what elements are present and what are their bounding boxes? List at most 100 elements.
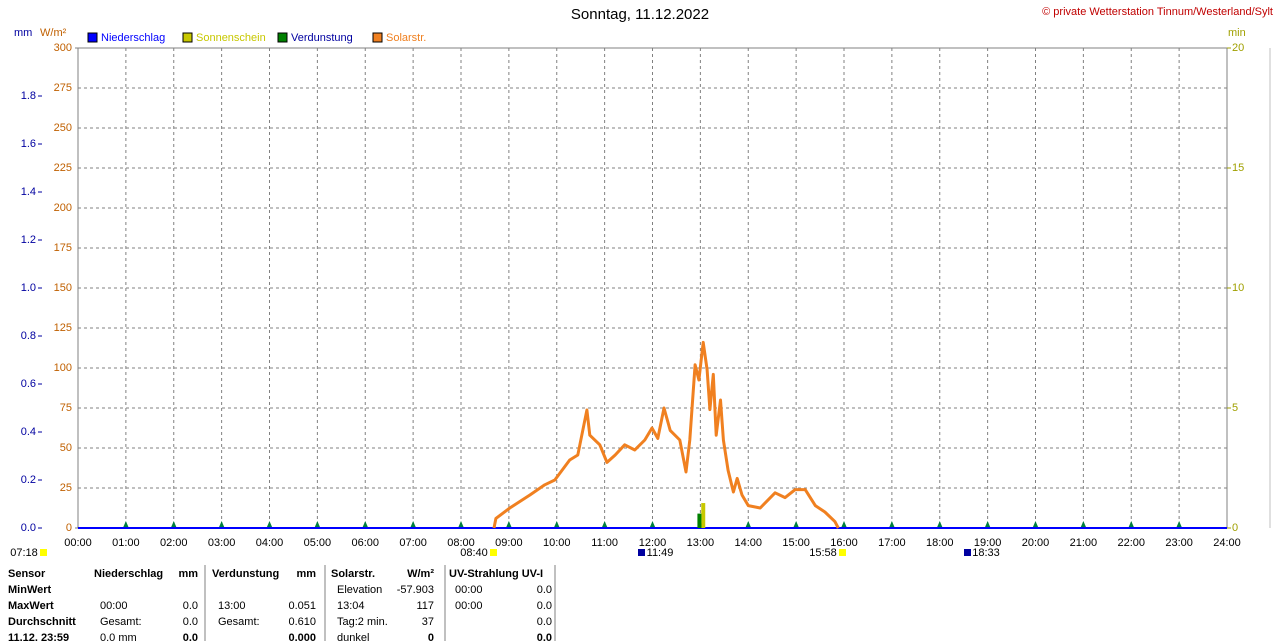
x-tick-label: 22:00 (1117, 537, 1145, 549)
hour-marker (888, 521, 895, 528)
table-cell: dunkel (337, 632, 369, 641)
legend-label: Niederschlag (101, 32, 165, 44)
x-tick-label: 18:00 (926, 537, 954, 549)
y-tick-label: 200 (54, 202, 72, 214)
y-tick-label: 150 (54, 282, 72, 294)
y-tick-label: 225 (54, 162, 72, 174)
hour-marker (170, 521, 177, 528)
event-icon (964, 549, 971, 556)
x-tick-label: 12:00 (639, 537, 667, 549)
x-tick-label: 21:00 (1070, 537, 1098, 549)
table-cell: 00:00 (455, 600, 483, 612)
y2-tick-label: 10 (1232, 282, 1244, 294)
hour-marker (266, 521, 273, 528)
x-tick-label: 17:00 (878, 537, 906, 549)
y-tick-label: 125 (54, 322, 72, 334)
x-tick-label: 11:00 (591, 537, 618, 549)
mm-tick-label: 0.0 (21, 522, 36, 534)
table-cell: UV-Strahlung UV-I (449, 568, 543, 580)
table-lines (204, 565, 556, 641)
event-label: 18:33 (972, 547, 1000, 559)
y-tick-label: 275 (54, 82, 72, 94)
table-cell: 13:00 (218, 600, 246, 612)
hour-marker (458, 521, 464, 528)
hour-marker (1080, 521, 1087, 528)
hour-marker (793, 521, 800, 528)
x-tick-label: 07:00 (399, 537, 427, 549)
y-tick-label: 0 (66, 522, 72, 534)
mm-unit: mm (14, 27, 32, 39)
x-tick-label: 01:00 (112, 537, 140, 549)
table-cell: 0.610 (288, 616, 316, 628)
table-cell: mm (296, 568, 316, 580)
row-label: Durchschnitt (8, 616, 76, 628)
legend-swatch (372, 32, 383, 43)
y-tick-label: 25 (60, 482, 72, 494)
mm-tick-label: 1.8 (21, 90, 36, 102)
x-tick-label: 06:00 (351, 537, 379, 549)
y2-tick-label: 20 (1232, 42, 1244, 54)
table-cell: 0.0 (183, 600, 198, 612)
legend-label: Solarstr. (386, 32, 426, 44)
event-icon (40, 549, 47, 556)
legend-swatch (182, 32, 193, 43)
table-cell: Gesamt: (100, 616, 142, 628)
x-tick-label: 05:00 (304, 537, 332, 549)
legend-label: Verdunstung (291, 32, 353, 44)
table-cell: Niederschlag (94, 568, 163, 580)
x-tick-label: 02:00 (160, 537, 188, 549)
table-cell: 0.0 (183, 616, 198, 628)
source-note: © private Wetterstation Tinnum/Westerlan… (1042, 6, 1273, 18)
x-tick-label: 23:00 (1165, 537, 1193, 549)
x-tick-label: 14:00 (734, 537, 762, 549)
event-label: 15:58 (809, 547, 837, 559)
table-cell: Gesamt: (218, 616, 260, 628)
legend-swatch (277, 32, 288, 43)
hour-marker (410, 521, 417, 528)
x-tick-label: 04:00 (256, 537, 284, 549)
x-tick-label: 16:00 (830, 537, 858, 549)
hour-marker (314, 521, 321, 528)
row-label: MaxWert (8, 600, 54, 612)
table-cell: 0.0 (537, 584, 552, 596)
table-cell: 37 (422, 616, 434, 628)
hour-marker (745, 521, 752, 528)
x-tick-label: 20:00 (1022, 537, 1050, 549)
y-tick-label: 175 (54, 242, 72, 254)
x-tick-label: 08:00 (447, 537, 475, 549)
hour-marker (649, 521, 656, 528)
table-cell: Tag:2 min. (337, 616, 388, 628)
row-label: Sensor (8, 568, 46, 580)
row-label: MinWert (8, 584, 52, 596)
hour-marker (218, 521, 225, 528)
x-tick-label: 03:00 (208, 537, 236, 549)
hour-marker (984, 521, 991, 528)
hour-marker (553, 521, 560, 528)
y-tick-label: 100 (54, 362, 72, 374)
hour-marker (601, 521, 608, 528)
mm-tick-label: 0.8 (21, 330, 36, 342)
y-tick-label: 300 (54, 42, 72, 54)
y2-tick-label: 0 (1232, 522, 1238, 534)
y2-unit: min (1228, 27, 1246, 39)
row-label: 11.12. 23:59 (8, 632, 69, 641)
hour-marker (936, 521, 943, 528)
hour-marker (1128, 521, 1135, 528)
series-bar (697, 513, 702, 528)
table-cell: W/m² (407, 568, 434, 580)
y2-tick-label: 5 (1232, 402, 1238, 414)
y-tick-label: 75 (60, 402, 72, 414)
event-icon (839, 549, 846, 556)
mm-tick-label: 0.6 (21, 378, 36, 390)
table-cell: 0.000 (288, 632, 316, 641)
hour-marker (122, 521, 129, 528)
mm-tick-label: 1.2 (21, 234, 36, 246)
x-tick-label: 15:00 (782, 537, 810, 549)
event-label: 08:40 (460, 547, 488, 559)
table-cell: 00:00 (100, 600, 128, 612)
x-tick-label: 10:00 (543, 537, 571, 549)
event-label: 07:18 (10, 547, 38, 559)
table-cell: 117 (416, 600, 434, 612)
legend-swatch (87, 32, 98, 43)
